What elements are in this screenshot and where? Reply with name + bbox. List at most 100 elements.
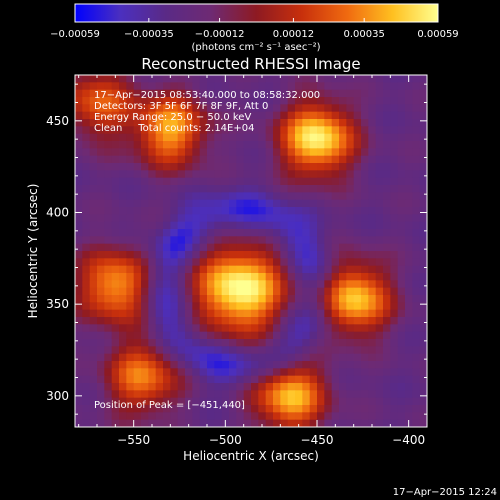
heatmap-cell <box>163 214 171 223</box>
heatmap-cell <box>126 265 135 274</box>
heatmap-cell <box>324 229 333 237</box>
heatmap-cell <box>119 119 127 127</box>
heatmap-cell <box>339 177 347 186</box>
heatmap-cell <box>199 265 208 274</box>
heatmap-cell <box>405 119 413 127</box>
heatmap-cell <box>331 82 340 91</box>
heatmap-cell <box>141 185 149 193</box>
heatmap-cell <box>82 89 91 98</box>
heatmap-cell <box>170 155 179 164</box>
heatmap-cell <box>119 177 127 186</box>
heatmap-cell <box>82 287 91 296</box>
heatmap-cell <box>126 177 135 186</box>
heatmap-cell <box>192 133 201 142</box>
heatmap-cell <box>221 236 230 245</box>
heatmap-cell <box>258 111 267 120</box>
heatmap-cell <box>390 412 399 421</box>
heatmap-cell <box>111 207 120 215</box>
heatmap-cell <box>302 177 311 186</box>
heatmap-cell <box>309 141 318 149</box>
heatmap-cell <box>339 229 347 237</box>
heatmap-cell <box>75 251 83 259</box>
heatmap-cell <box>221 163 230 171</box>
heatmap-cell <box>375 170 384 179</box>
heatmap-cell <box>265 346 274 355</box>
heatmap-cell <box>405 397 413 406</box>
heatmap-cell <box>229 309 237 318</box>
heatmap-cell <box>229 324 237 333</box>
heatmap-cell <box>280 133 289 142</box>
heatmap-cell <box>148 265 157 274</box>
heatmap-cell <box>229 258 237 267</box>
heatmap-cell <box>346 177 355 186</box>
heatmap-cell <box>251 361 259 369</box>
heatmap-cell <box>89 82 98 91</box>
heatmap-cell <box>331 163 340 171</box>
heatmap-cell <box>229 273 237 281</box>
heatmap-cell <box>317 397 325 406</box>
heatmap-cell <box>236 119 245 127</box>
heatmap-cell <box>119 141 127 149</box>
heatmap-cell <box>368 368 377 377</box>
heatmap-cell <box>309 419 318 427</box>
heatmap-cell <box>353 229 362 237</box>
heatmap-cell <box>368 375 377 384</box>
heatmap-cell <box>163 280 171 289</box>
heatmap-cell <box>295 243 303 252</box>
heatmap-cell <box>324 361 333 369</box>
heatmap-cell <box>199 324 208 333</box>
heatmap-cell <box>75 75 83 83</box>
heatmap-cell <box>368 331 377 340</box>
heatmap-cell <box>155 148 164 157</box>
heatmap-cell <box>287 324 296 333</box>
heatmap-cell <box>229 390 237 399</box>
heatmap-cell <box>361 119 369 127</box>
heatmap-cell <box>133 89 142 98</box>
heatmap-cell <box>258 185 267 193</box>
heatmap-cell <box>133 75 142 83</box>
heatmap-cell <box>397 89 406 98</box>
heatmap-cell <box>236 126 245 135</box>
heatmap-cell <box>126 302 135 311</box>
heatmap-cell <box>170 353 179 362</box>
heatmap-cell <box>361 214 369 223</box>
heatmap-cell <box>375 273 384 281</box>
heatmap-cell <box>273 390 281 399</box>
heatmap-cell <box>412 104 421 113</box>
heatmap-cell <box>119 89 127 98</box>
heatmap-cell <box>236 221 245 230</box>
heatmap-cell <box>97 133 105 142</box>
heatmap-cell <box>185 251 193 259</box>
heatmap-cell <box>148 119 157 127</box>
heatmap-cell <box>331 133 340 142</box>
heatmap-cell <box>243 133 252 142</box>
heatmap-cell <box>89 155 98 164</box>
heatmap-cell <box>397 243 406 252</box>
heatmap-cell <box>199 390 208 399</box>
heatmap-cell <box>82 412 91 421</box>
heatmap-cell <box>251 214 259 223</box>
heatmap-cell <box>185 265 193 274</box>
heatmap-cell <box>75 280 83 289</box>
heatmap-cell <box>412 236 421 245</box>
heatmap-cell <box>375 280 384 289</box>
heatmap-cell <box>405 265 413 274</box>
heatmap-cell <box>251 221 259 230</box>
heatmap-cell <box>346 405 355 413</box>
heatmap-cell <box>207 119 215 127</box>
heatmap-cell <box>111 185 120 193</box>
heatmap-cell <box>302 302 311 311</box>
heatmap-cell <box>192 148 201 157</box>
heatmap-cell <box>397 251 406 259</box>
heatmap-cell <box>383 419 391 427</box>
heatmap-cell <box>390 119 399 127</box>
heatmap-cell <box>243 207 252 215</box>
heatmap-cell <box>141 75 149 83</box>
heatmap-cell <box>273 141 281 149</box>
heatmap-cell <box>185 324 193 333</box>
heatmap-cell <box>317 104 325 113</box>
heatmap-cell <box>177 89 186 98</box>
heatmap-cell <box>346 368 355 377</box>
heatmap-cell <box>229 141 237 149</box>
heatmap-cell <box>405 177 413 186</box>
